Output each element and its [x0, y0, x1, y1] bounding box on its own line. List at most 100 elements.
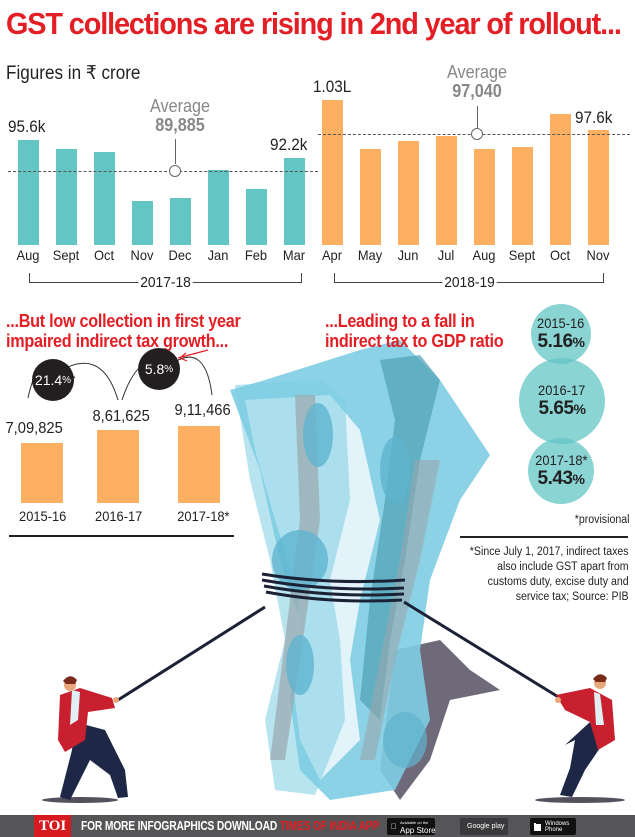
bar-aug-2017 [18, 140, 39, 245]
gdp-heading-line1: ...Leading to a fall in [325, 311, 475, 331]
value-label-aug: 95.6k [8, 117, 46, 136]
bar-aug-2018 [474, 149, 495, 245]
money-spot [383, 712, 427, 768]
gdp-heading-line2: indirect tax to GDP ratio [325, 331, 504, 351]
gdp-number: 5.65 [538, 398, 574, 419]
pct-sign: % [62, 374, 72, 386]
average-value: 97,040 [452, 81, 502, 101]
bar-oct-2017 [94, 152, 115, 245]
growth-heading-line2: impaired indirect tax growth... [6, 331, 229, 351]
x-label: Nov [130, 247, 154, 263]
growth-value: 21.4 [34, 372, 63, 388]
average-value: 89,885 [155, 115, 205, 135]
average-label-2017: Average 89,885 [144, 97, 216, 135]
indirect-tax-bar-2016-17 [97, 430, 139, 503]
average-marker [471, 128, 483, 140]
gdp-year: 2017-18* [534, 452, 588, 468]
money-strip-grey-2 [360, 460, 440, 760]
growth-heading-line1: ...But low collection in first year [6, 311, 241, 331]
gdp-circle-2017-18: 2017-18* 5.43% [528, 438, 594, 504]
bar-apr-2018 [322, 100, 343, 245]
year-label-2017-18: 2017-18 [138, 274, 193, 291]
pct-sign: % [573, 401, 586, 417]
x-label: Feb [244, 247, 268, 263]
x-label: Oct [549, 247, 571, 263]
indirect-tax-bar-2015-16 [21, 443, 63, 503]
x-label: Sept [508, 247, 536, 263]
money-spot [380, 437, 410, 503]
x-label: Sept [52, 247, 80, 263]
average-label-2018: Average 97,040 [441, 63, 513, 101]
gdp-number: 5.16 [537, 331, 573, 352]
source-line: customs duty, excise duty and [488, 576, 629, 588]
gdp-year: 2016-17 [538, 382, 586, 398]
bar-jun-2018 [398, 141, 419, 245]
bar-dec-2017 [170, 198, 191, 245]
money-spot [272, 530, 328, 590]
gdp-heading: ...Leading to a fall in indirect tax to … [325, 311, 504, 351]
bar-oct-2018 [550, 114, 571, 245]
growth-badge-2017-18: 5.8% [138, 348, 180, 390]
app-store-badge[interactable]:  Available on the App Store [387, 818, 436, 835]
money-strip-dark [360, 355, 440, 720]
pct-sign: % [164, 363, 174, 375]
pct-sign: % [572, 471, 585, 487]
average-title: Average [446, 62, 508, 82]
x-label: Nov [586, 247, 610, 263]
footer-app-name[interactable]: TIMES OF INDIA APP [280, 819, 380, 833]
value-label-apr: 1.03L [313, 77, 352, 96]
pct-sign: % [572, 334, 585, 350]
provisional-note: *provisional [574, 514, 629, 526]
man-left [42, 676, 128, 803]
indirect-tax-value-2017-18: 9,11,466 [174, 402, 231, 419]
year-label: 2017-18* [177, 508, 230, 524]
gdp-circle-2016-17: 2016-17 5.65% [519, 358, 605, 444]
average-marker [169, 165, 181, 177]
windows-phone-badge[interactable]: Windows Phone [530, 818, 576, 835]
app-store-big: App Store [394, 825, 436, 835]
divider-right [460, 536, 628, 538]
page-title: GST collections are rising in 2nd year o… [6, 6, 622, 41]
bar-nov-2017 [132, 201, 153, 245]
toi-logo[interactable]: TOI [34, 815, 72, 837]
value-label-nov: 97.6k [575, 108, 613, 127]
divider-left [9, 535, 234, 537]
growth-value: 5.8 [144, 361, 165, 377]
gdp-value: 5.43% [538, 468, 585, 490]
google-play-label: Google play [467, 823, 505, 830]
x-label: Dec [168, 247, 192, 263]
year-label: 2015-16 [19, 508, 67, 524]
money-spot [286, 635, 314, 695]
year-label-2018-19: 2018-19 [442, 274, 497, 291]
indirect-tax-value-2015-16: 7,09,825 [5, 420, 63, 437]
x-label: Aug [16, 247, 40, 263]
google-play-badge[interactable]: Google play [460, 818, 508, 835]
bar-jul-2018 [436, 136, 457, 245]
bar-feb-2018 [246, 189, 267, 245]
windows-icon [534, 822, 541, 831]
rope-binding [261, 572, 406, 603]
bar-sept-2018 [512, 147, 533, 245]
rope-right [403, 600, 561, 700]
growth-heading: ...But low collection in first year impa… [6, 311, 241, 351]
x-label: Jul [437, 247, 455, 263]
bar-jan-2018 [208, 170, 229, 245]
average-stem [477, 106, 478, 129]
bar-mar-2018 [284, 158, 305, 245]
year-label: 2016-17 [95, 508, 143, 524]
x-label: Apr [321, 247, 343, 263]
growth-badge-2016-17: 21.4% [32, 359, 74, 401]
windows-line2: Phone [545, 826, 563, 833]
source-line: *Since July 1, 2017, indirect taxes [470, 546, 629, 558]
indirect-tax-value-2016-17: 8,61,625 [92, 408, 150, 425]
average-title: Average [149, 96, 211, 116]
footer-promo: FOR MORE INFOGRAPHICS DOWNLOAD TIMES OF … [81, 819, 379, 833]
source-note: *Since July 1, 2017, indirect taxes also… [470, 545, 629, 605]
x-label: Mar [282, 247, 306, 263]
rope-left [117, 605, 266, 702]
gdp-value: 5.65% [539, 398, 586, 420]
footer-promo-text: FOR MORE INFOGRAPHICS DOWNLOAD [81, 819, 281, 833]
x-label: Jan [207, 247, 229, 263]
indirect-tax-bar-2017-18 [178, 426, 220, 503]
